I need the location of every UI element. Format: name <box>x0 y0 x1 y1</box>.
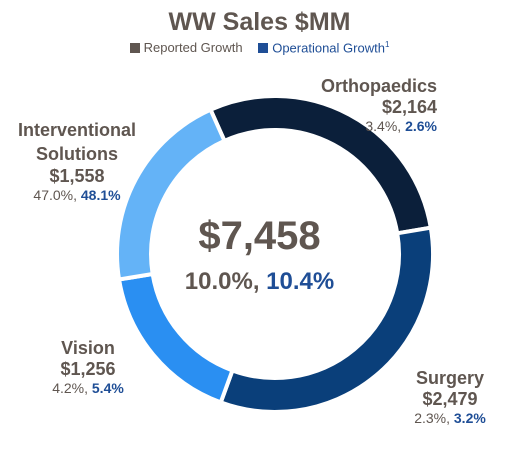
segment-reported-growth: 3.4% <box>365 118 398 134</box>
segment-growth: 2.3%, 3.2% <box>414 410 486 426</box>
total-growth: 10.0%, 10.4% <box>0 268 519 296</box>
label-surgery: Surgery $2,479 2.3%, 3.2% <box>396 368 504 426</box>
legend: Reported Growth Operational Growth1 <box>0 40 519 55</box>
segment-value: $1,256 <box>60 359 116 379</box>
legend-reported-label: Reported Growth <box>143 40 243 56</box>
legend-operational-label: Operational Growth <box>272 40 385 56</box>
total-reported-growth: 10.0% <box>184 268 253 295</box>
segment-operational-growth: 2.6% <box>405 118 437 134</box>
segment-value: $2,479 <box>422 389 478 409</box>
legend-operational-superscript: 1 <box>384 40 390 49</box>
segment-name: Vision <box>61 338 115 358</box>
segment-growth: 3.4%, 2.6% <box>365 118 437 134</box>
segment-operational-growth: 3.2% <box>453 410 486 426</box>
segment-growth: 47.0%, 48.1% <box>33 187 121 203</box>
legend-reported: Reported Growth <box>129 40 243 56</box>
segment-name: Interventional Solutions <box>17 120 137 164</box>
segment-name: Orthopaedics <box>320 76 437 96</box>
total-operational-growth: 10.4% <box>266 268 335 295</box>
segment-reported-growth: 4.2% <box>52 380 85 396</box>
segment-reported-growth: 47.0% <box>33 187 74 203</box>
legend-reported-swatch <box>129 43 140 54</box>
label-orthopaedics: Orthopaedics $2,164 3.4%, 2.6% <box>321 76 437 134</box>
legend-operational: Operational Growth1 <box>258 40 389 55</box>
segment-value: $1,558 <box>49 166 105 186</box>
segment-operational-growth: 48.1% <box>80 187 121 203</box>
donut-segment-interventional-solutions <box>115 107 228 282</box>
segment-operational-growth: 5.4% <box>91 380 124 396</box>
segment-name: Surgery <box>415 368 485 388</box>
chart-title: WW Sales $MM <box>168 8 351 36</box>
total-growth-sep: , <box>252 268 267 295</box>
legend-operational-swatch <box>258 43 269 54</box>
segment-growth: 4.2%, 5.4% <box>52 380 124 396</box>
segment-reported-growth: 2.3% <box>414 410 447 426</box>
label-vision: Vision $1,256 4.2%, 5.4% <box>38 338 138 396</box>
label-interventional-solutions: Interventional Solutions $1,558 47.0%, 4… <box>6 118 148 203</box>
segment-value: $2,164 <box>381 97 437 117</box>
total-value: $7,458 <box>198 214 321 258</box>
